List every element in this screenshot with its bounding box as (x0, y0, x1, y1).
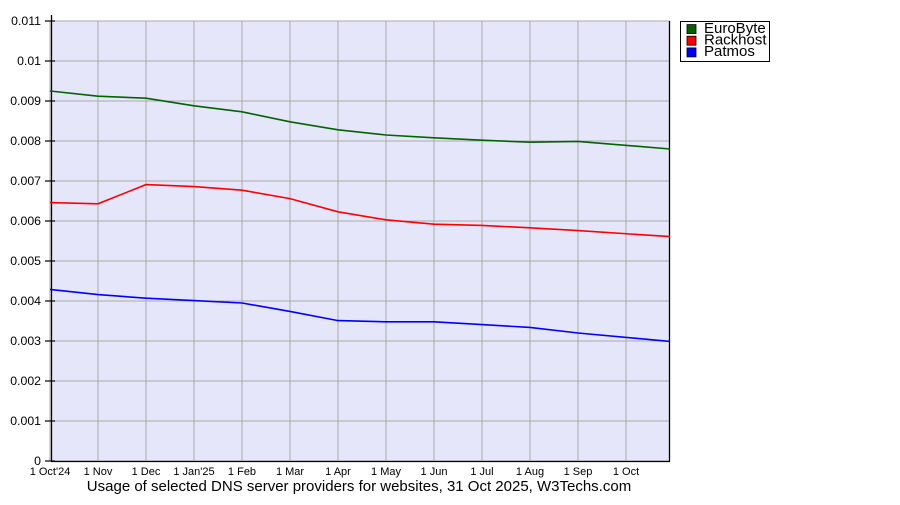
svg-text:0.008: 0.008 (10, 134, 41, 148)
svg-text:0.006: 0.006 (10, 214, 41, 228)
svg-text:1 Jul: 1 Jul (470, 466, 493, 478)
svg-text:1 Apr: 1 Apr (325, 466, 351, 478)
svg-text:0.003: 0.003 (10, 334, 41, 348)
svg-text:0.011: 0.011 (11, 14, 41, 28)
svg-text:0.002: 0.002 (10, 374, 41, 388)
svg-text:1 Mar: 1 Mar (276, 466, 304, 478)
svg-text:1 Aug: 1 Aug (516, 466, 544, 478)
svg-text:0.007: 0.007 (10, 174, 41, 188)
svg-text:1 Nov: 1 Nov (84, 466, 113, 478)
svg-text:Patmos: Patmos (704, 43, 755, 60)
svg-text:0.004: 0.004 (10, 294, 41, 308)
svg-text:1 Jan'25: 1 Jan'25 (173, 466, 214, 478)
svg-text:1 Oct'24: 1 Oct'24 (30, 466, 71, 478)
svg-text:1 Dec: 1 Dec (132, 466, 161, 478)
svg-text:0.001: 0.001 (10, 414, 41, 428)
svg-text:1 Feb: 1 Feb (228, 466, 256, 478)
svg-text:1 Sep: 1 Sep (564, 466, 593, 478)
svg-text:0.009: 0.009 (10, 94, 41, 108)
svg-text:Usage of selected DNS server p: Usage of selected DNS server providers f… (87, 478, 631, 495)
svg-text:0.005: 0.005 (10, 254, 41, 268)
svg-text:0.01: 0.01 (17, 54, 41, 68)
svg-text:1 Oct: 1 Oct (613, 466, 639, 478)
svg-text:1 Jun: 1 Jun (421, 466, 448, 478)
svg-text:1 May: 1 May (371, 466, 401, 478)
